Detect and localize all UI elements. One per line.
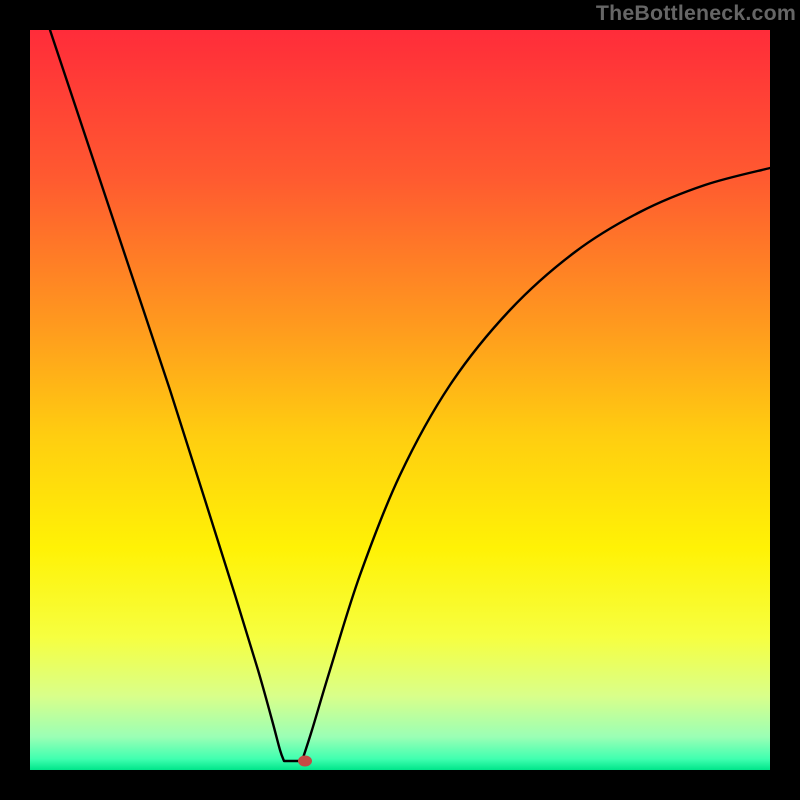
attribution-watermark: TheBottleneck.com [596, 1, 796, 26]
curve-path [50, 30, 770, 761]
plot-area [30, 30, 770, 770]
min-marker [298, 756, 312, 767]
chart-frame: TheBottleneck.com [0, 0, 800, 800]
bottleneck-curve [30, 30, 770, 770]
